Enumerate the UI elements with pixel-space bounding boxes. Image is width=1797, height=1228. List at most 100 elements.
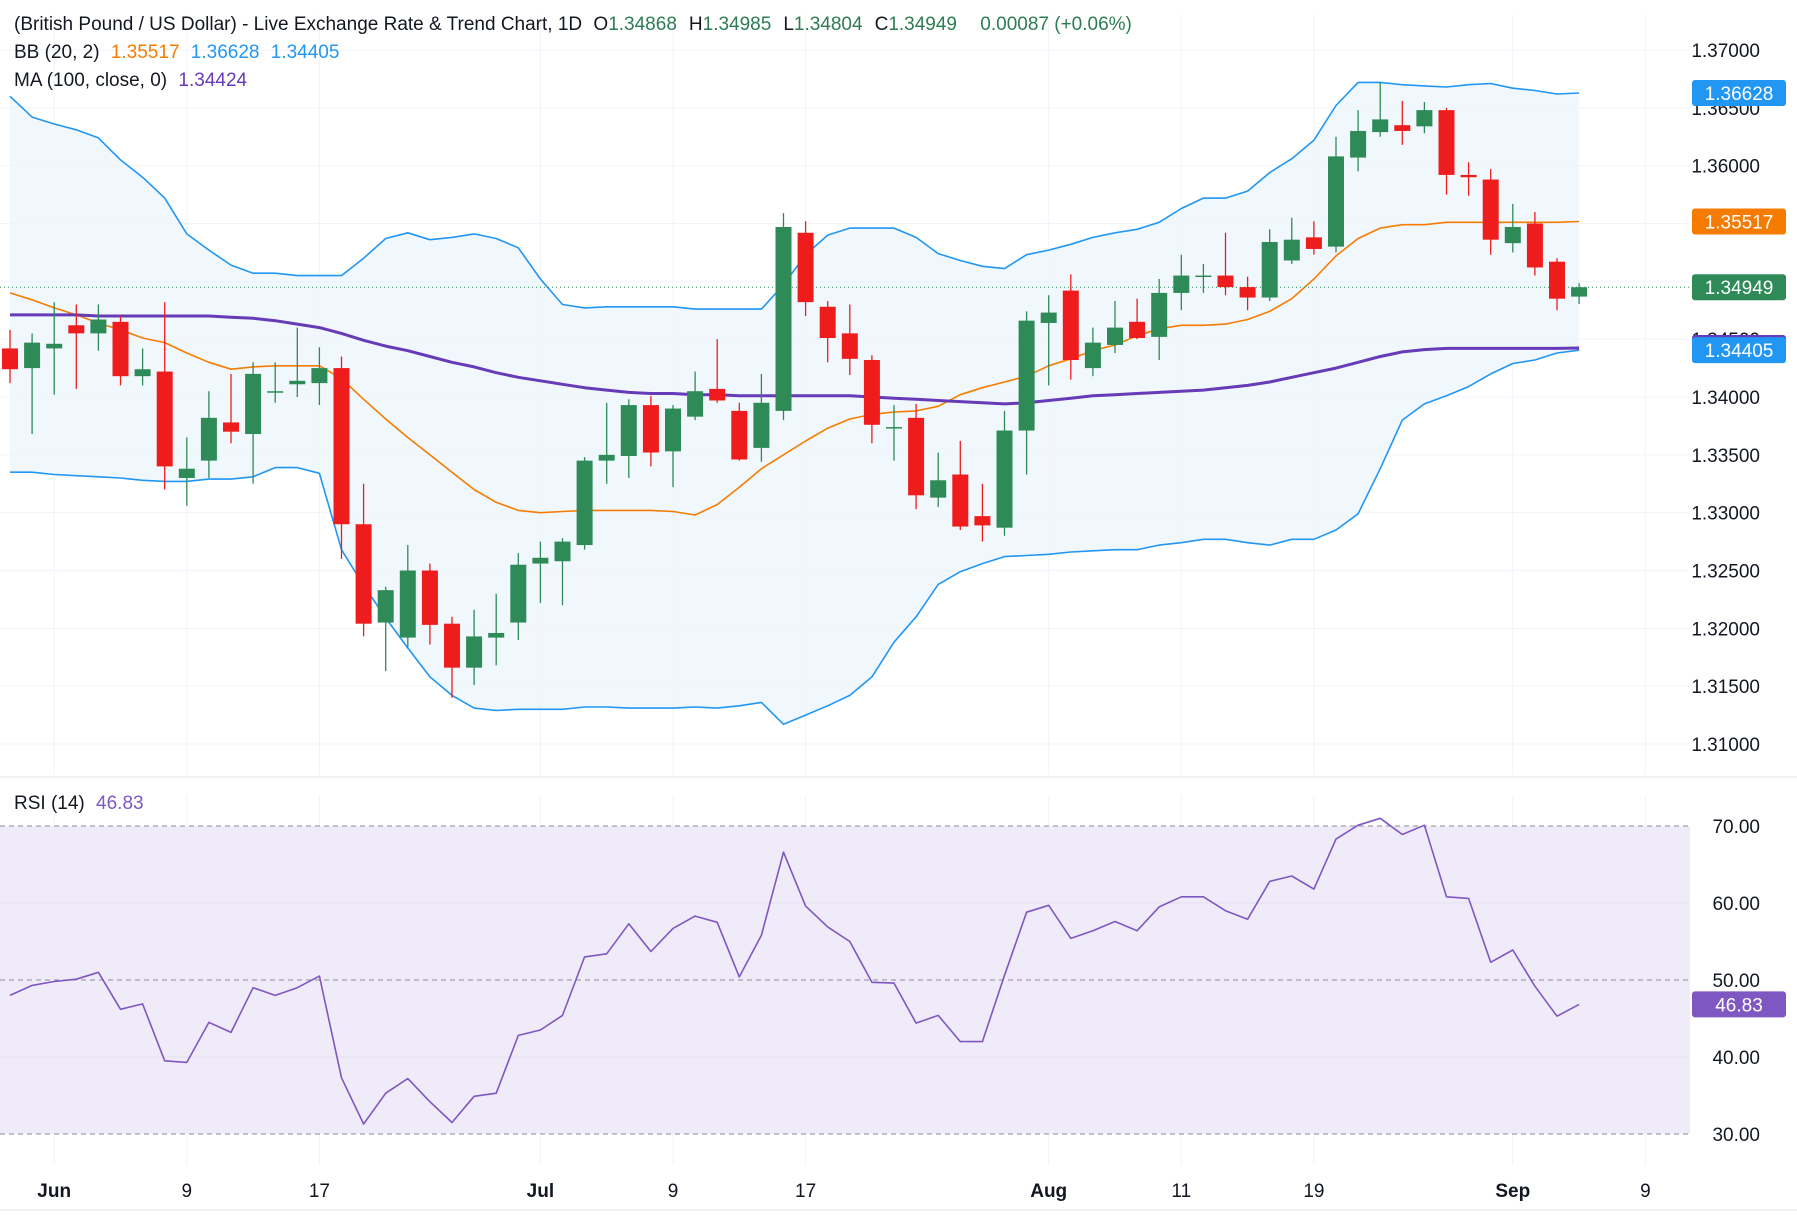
candle-body [687, 391, 704, 417]
price-badge-label: 1.34949 [1705, 278, 1774, 299]
price-badge-label: 1.35517 [1705, 213, 1774, 234]
price-badge [1692, 208, 1786, 235]
candle-body [1372, 119, 1389, 133]
rsi-tick-label: 70.00 [1712, 817, 1760, 838]
ohlc-value: 1.34868 [608, 14, 677, 35]
candle-body [46, 343, 63, 349]
candle-body [642, 405, 659, 453]
candle-body [1261, 242, 1278, 298]
bb-upper-line [9, 81, 1580, 310]
candle-body [1328, 156, 1344, 247]
candle-body [421, 570, 438, 625]
ma-legend-label: MA (100, close, 0) [14, 70, 168, 91]
rsi-badge-label: 46.83 [1715, 995, 1763, 1016]
candle-body [156, 371, 173, 467]
bb-middle-line [9, 220, 1580, 516]
bb-legend-upper: 1.36628 [190, 42, 260, 63]
ohlc-h: H1.34985 [689, 14, 777, 35]
candle-body [466, 636, 483, 668]
candle-body [665, 408, 681, 452]
x-tick-label: Sep [1495, 1181, 1530, 1202]
ohlc-value: 1.34949 [888, 14, 957, 35]
candle-body [598, 454, 615, 461]
price-tick-label: 1.34000 [1691, 388, 1760, 409]
candle-body [1129, 321, 1146, 339]
ma-legend: MA (100, close, 0) 1.34424 [14, 70, 253, 92]
candle-body [1283, 239, 1300, 261]
price-badge [1692, 274, 1786, 301]
rsi-tick-label: 30.00 [1712, 1125, 1760, 1146]
candle-body [68, 325, 85, 334]
candle-body [974, 516, 991, 526]
candle-body [1195, 275, 1212, 278]
x-tick-label: 9 [668, 1181, 679, 1202]
header-legend: (British Pound / US Dollar) - Live Excha… [14, 14, 1138, 36]
x-tick-label: Aug [1030, 1181, 1067, 1202]
candle-body [863, 359, 880, 425]
bb-legend: BB (20, 2) 1.35517 1.36628 1.34405 [14, 42, 345, 64]
candle-body [1040, 312, 1057, 323]
candle-body [908, 417, 925, 496]
candle-body [488, 632, 505, 638]
x-tick-label: 19 [1303, 1181, 1324, 1202]
candle-body [311, 368, 328, 384]
candle-body [444, 623, 460, 668]
candle-body [1416, 110, 1433, 127]
candle-body [1438, 110, 1455, 175]
candle-body [775, 226, 792, 411]
candle-body [1062, 290, 1079, 360]
candle-body [1151, 292, 1168, 337]
candle-body [1305, 237, 1322, 249]
candle-body [510, 564, 527, 623]
candle-body [223, 422, 239, 432]
chart-title: (British Pound / US Dollar) - Live Excha… [14, 14, 583, 35]
candle-body [731, 410, 748, 460]
candle-body [90, 319, 107, 334]
x-tick-label: 9 [182, 1181, 193, 1202]
x-tick-label: 11 [1171, 1181, 1191, 1202]
candle-body [1239, 287, 1256, 298]
candle-body [886, 427, 902, 429]
candle-body [797, 232, 814, 303]
ohlc-label: H [688, 14, 703, 35]
ohlc-label: O [593, 14, 609, 35]
candle-body [289, 380, 306, 385]
price-tick-label: 1.33500 [1691, 446, 1760, 467]
price-tick-label: 1.31500 [1691, 677, 1760, 698]
candle-body [1107, 327, 1123, 345]
price-badge-label: 1.36628 [1705, 84, 1774, 105]
rsi-tick-label: 50.00 [1712, 971, 1760, 992]
candle-body [355, 524, 372, 624]
bb-legend-label: BB (20, 2) [14, 42, 100, 63]
ohlc-values: O1.34868 H1.34985 L1.34804 C1.34949 [593, 14, 969, 35]
x-tick-label: Jun [37, 1181, 71, 1202]
candle-body [1084, 342, 1101, 369]
candle-body [178, 468, 195, 478]
price-tick-label: 1.37000 [1691, 41, 1760, 62]
candle-body [112, 321, 129, 377]
candle-body [1217, 275, 1234, 288]
price-tick-label: 1.36000 [1691, 157, 1760, 178]
price-tick-label: 1.33000 [1691, 504, 1760, 525]
ohlc-label: L [783, 14, 794, 35]
candle-body [1394, 125, 1411, 131]
candle-body [1350, 130, 1367, 158]
candle-body [1549, 261, 1565, 299]
candle-body [620, 405, 637, 456]
rsi-tick-label: 40.00 [1712, 1048, 1760, 1069]
rsi-line [9, 817, 1580, 1125]
candle-body [1018, 320, 1035, 431]
candle-body [952, 474, 969, 527]
candle-body [576, 460, 593, 546]
price-badge [1692, 337, 1786, 364]
candle-body [1460, 174, 1477, 178]
candle-body [930, 480, 947, 498]
candle-body [819, 306, 836, 339]
ohlc-label: C [874, 14, 889, 35]
candle-body [532, 557, 549, 564]
rsi-badge [1692, 991, 1786, 1018]
candle-body [709, 388, 726, 401]
ohlc-l: L1.34804 [783, 14, 868, 35]
candle-body [333, 368, 350, 525]
